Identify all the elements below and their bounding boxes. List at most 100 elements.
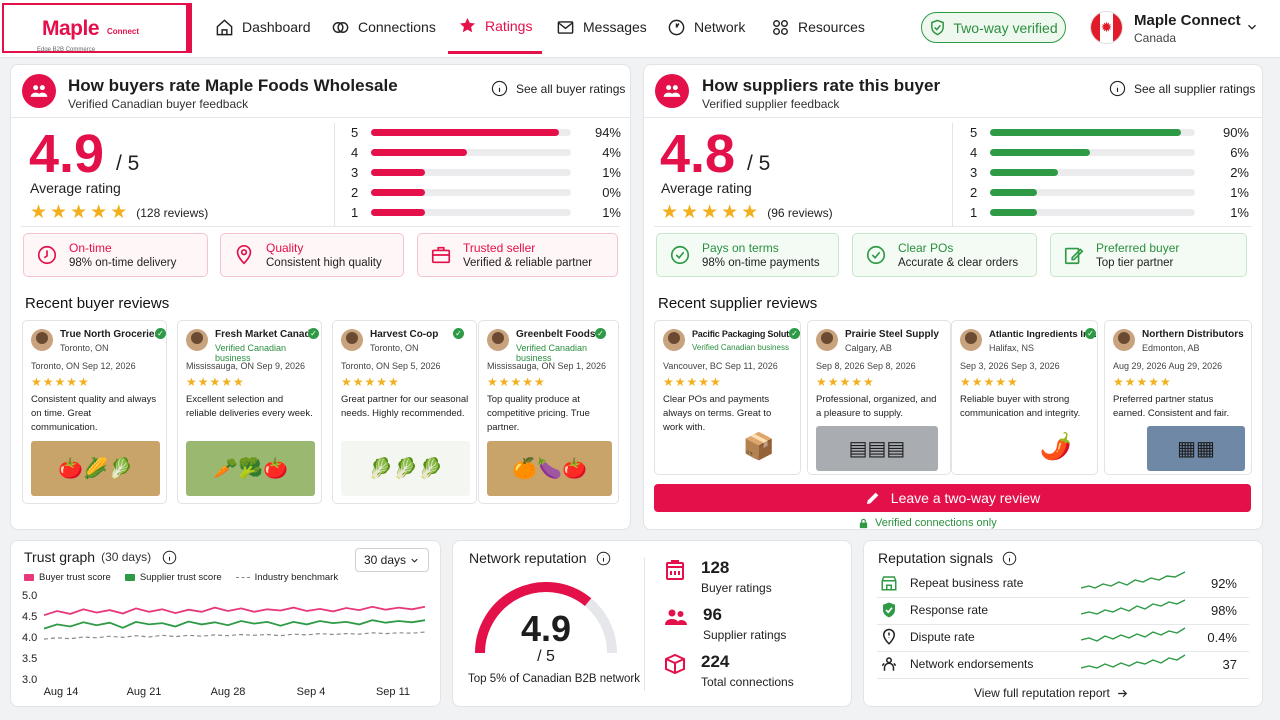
avatar xyxy=(663,329,685,351)
see-all-label: See all supplier ratings xyxy=(1134,81,1256,96)
bar-fill xyxy=(990,188,1038,196)
trust-graph-title-text: Trust graph xyxy=(24,549,96,565)
distribution-bar xyxy=(990,168,1195,176)
chevron-down-icon[interactable] xyxy=(1245,20,1259,34)
stat-value: 128 xyxy=(701,558,730,577)
nav-messages[interactable]: Messages xyxy=(556,0,647,54)
review-card[interactable]: Greenbelt Foods ✓ Verified Canadian busi… xyxy=(478,320,619,504)
distribution-bar xyxy=(990,188,1195,196)
brand-name: Maple xyxy=(42,17,100,40)
nav-label: Ratings xyxy=(485,17,533,34)
stat-label: Supplier ratings xyxy=(703,628,787,642)
review-text: Professional, organized, and a pleasure … xyxy=(816,394,937,419)
leave-review-button[interactable]: Leave a two-way review xyxy=(654,484,1251,512)
reviewer-name: Fresh Market Canada xyxy=(215,329,317,340)
series-line xyxy=(43,619,426,630)
two-way-verified-badge[interactable]: Two-way verified xyxy=(921,12,1066,43)
range-select[interactable]: 30 days xyxy=(355,548,429,572)
badge-sub: Accurate & clear orders xyxy=(898,257,1019,269)
nav-connections[interactable]: Connections xyxy=(331,0,436,54)
legend-swatch xyxy=(24,574,34,581)
distribution-row: 1 1% xyxy=(970,204,1249,220)
review-meta: Vancouver, BC Sep 11, 2026 xyxy=(663,361,778,371)
spices-image: 🌶️ xyxy=(1039,430,1073,461)
bar-fill xyxy=(371,148,467,156)
x-tick-label: Aug 28 xyxy=(211,686,246,698)
nav-dashboard[interactable]: Dashboard xyxy=(215,0,311,54)
briefcase-icon xyxy=(431,246,451,264)
badge-sub: Consistent high quality xyxy=(266,257,382,269)
reviewer-name: Greenbelt Foods xyxy=(516,329,596,340)
star-icon: ★ xyxy=(741,202,759,223)
verified-check-icon: ✓ xyxy=(789,328,800,339)
handshake-icon xyxy=(332,21,349,33)
review-meta: Toronto, ON Sep 12, 2026 xyxy=(31,361,136,371)
avatar xyxy=(186,329,208,351)
warehouse-image: ▦▦ xyxy=(1147,426,1245,471)
distribution-bar xyxy=(371,148,571,156)
network-score: 4.9 xyxy=(520,608,572,649)
info-icon[interactable] xyxy=(596,551,611,566)
distribution-row: 1 1% xyxy=(351,204,621,220)
percent-label: 90% xyxy=(1222,124,1249,140)
info-icon[interactable] xyxy=(1002,551,1017,566)
map-pin-icon xyxy=(236,245,252,265)
score-out-of: / 5 xyxy=(116,152,140,175)
star-icon: ★ xyxy=(661,202,679,223)
distribution-bar xyxy=(990,148,1195,156)
reviewer-location: Verified Canadian business xyxy=(692,343,789,352)
verified-check-icon: ✓ xyxy=(595,328,606,339)
y-tick-label: 3.0 xyxy=(22,674,37,686)
review-stars: ★★★★★ xyxy=(663,375,722,389)
distribution-bar xyxy=(371,208,571,216)
legend-benchmark: Industry benchmark xyxy=(235,572,338,583)
network-out-of: / 5 xyxy=(537,648,555,665)
brand-suffix: Connect xyxy=(107,27,139,36)
distribution-bar xyxy=(371,128,571,136)
nav-network[interactable]: Network xyxy=(667,0,745,54)
review-text: Clear POs and payments always on terms. … xyxy=(663,394,772,433)
legend-swatch xyxy=(235,577,250,578)
badge-sub: Top tier partner xyxy=(1096,257,1174,269)
trust-graph-title: Trust graph (30 days) xyxy=(24,549,177,565)
nav-label: Connections xyxy=(358,19,436,35)
badge-pays-on-terms: Pays on terms 98% on-time payments xyxy=(656,233,839,277)
see-all-supplier-ratings[interactable]: See all supplier ratings xyxy=(1109,80,1255,97)
review-card[interactable]: Fresh Market Canada ✓ Verified Canadian … xyxy=(177,320,322,504)
review-card[interactable]: Harvest Co-op ✓ Toronto, ON Toronto, ON … xyxy=(332,320,477,504)
review-meta: Mississauga, ON Sep 9, 2026 xyxy=(186,361,306,371)
account-name[interactable]: Maple Connect xyxy=(1134,12,1241,29)
distribution-row: 2 1% xyxy=(970,184,1249,200)
series-line xyxy=(43,605,426,617)
signal-label: Network endorsements xyxy=(910,657,1034,671)
info-icon[interactable] xyxy=(162,550,177,565)
review-card[interactable]: Pacific Packaging Solutions ✓ Verified C… xyxy=(654,320,801,475)
check-circle-icon xyxy=(670,245,690,265)
view-full-report-link[interactable]: View full reputation report xyxy=(974,686,1129,700)
pencil-icon xyxy=(866,492,879,504)
buyers-icon xyxy=(22,74,56,108)
average-rating-label: Average rating xyxy=(30,180,121,196)
review-card[interactable]: Northern Distributors Edmonton, AB Aug 2… xyxy=(1104,320,1252,475)
x-tick-label: Aug 14 xyxy=(44,686,79,698)
stat-label: Total connections xyxy=(701,675,794,689)
nav-resources[interactable]: Resources xyxy=(771,0,865,54)
y-tick-label: 3.5 xyxy=(22,653,37,665)
verified-check-icon: ✓ xyxy=(1085,328,1096,339)
nav-ratings[interactable]: Ratings xyxy=(448,0,543,54)
top-bar: Maple Connect Edge B2B Commerce Dashboar… xyxy=(0,0,1280,58)
review-card[interactable]: True North Groceries ✓ Toronto, ON Toron… xyxy=(22,320,167,504)
box-icon xyxy=(665,653,685,675)
clock-icon xyxy=(37,245,57,265)
review-stars: ★★★★★ xyxy=(816,375,875,389)
buyer-score: 4.9 xyxy=(29,124,105,184)
review-card[interactable]: Prairie Steel Supply Calgary, AB Sep 8, … xyxy=(807,320,951,475)
star-level: 5 xyxy=(351,124,359,140)
see-all-buyer-ratings[interactable]: See all buyer ratings xyxy=(491,80,625,97)
review-card[interactable]: Atlantic Ingredients Inc. ✓ Halifax, NS … xyxy=(951,320,1098,475)
star-level: 5 xyxy=(970,124,978,140)
reviewer-location: Calgary, AB xyxy=(845,343,892,353)
star-icon: ★ xyxy=(110,202,128,223)
reviewer-location: Toronto, ON xyxy=(370,343,419,353)
brand-logo[interactable]: Maple Connect Edge B2B Commerce xyxy=(2,3,192,53)
